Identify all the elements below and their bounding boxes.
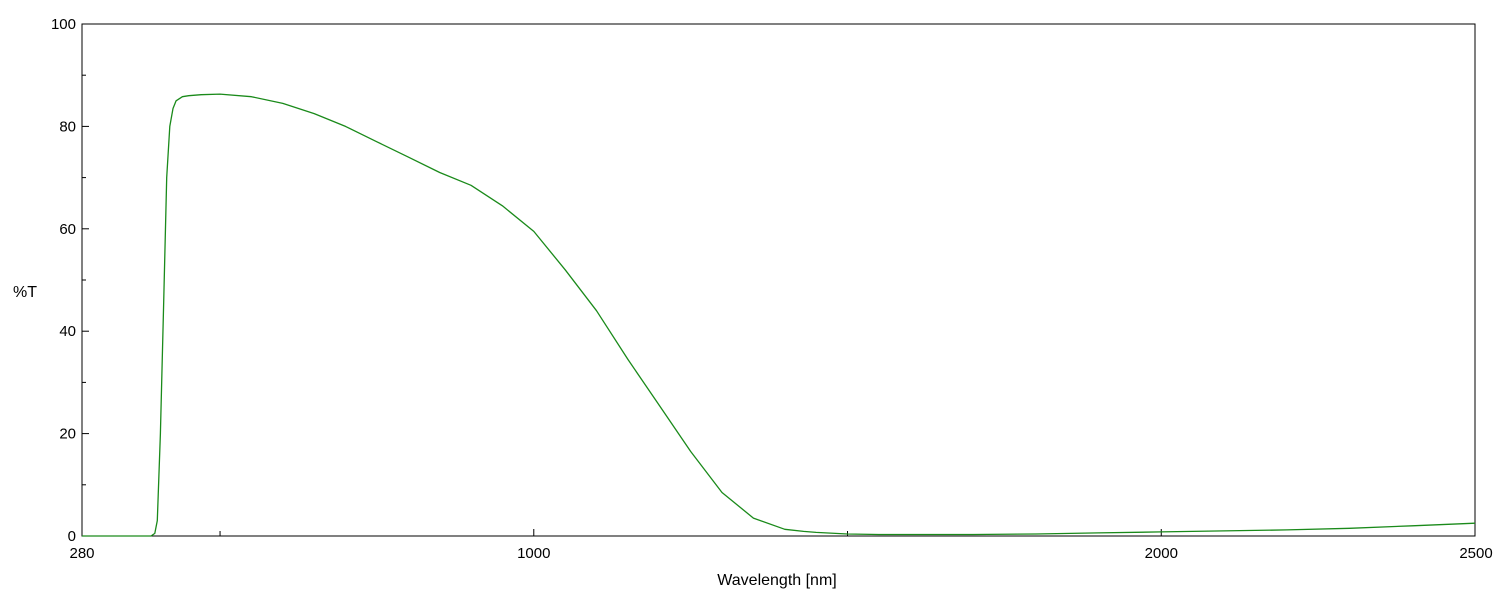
data-point [721,492,722,493]
data-point [188,95,189,96]
data-point [172,108,173,109]
data-point [565,269,566,270]
data-point [182,96,183,97]
data-point [847,533,848,534]
data-point [659,405,660,406]
data-point [376,141,377,142]
y-tick-label: 40 [59,323,76,340]
data-point [502,205,503,206]
data-point [176,100,177,101]
data-point [1098,532,1099,533]
data-point [150,535,151,536]
data-point [345,126,346,127]
x-tick-label: 1000 [517,545,550,562]
data-point [439,172,440,173]
plot-area: 0 20 40 60 80 100 280 1000 2000 2500 [51,16,1493,562]
data-point [408,157,409,158]
data-point [1474,523,1475,524]
data-point [251,96,252,97]
x-axis-label: Wavelength [nm] [717,572,836,589]
data-point [784,529,785,530]
data-point [282,103,283,104]
data-point [163,305,164,306]
x-tick-label: 2000 [1145,545,1178,562]
data-point [533,231,534,232]
data-point [596,310,597,311]
data-point [1035,533,1036,534]
data-point [1349,528,1350,529]
y-tick-label: 100 [51,16,76,33]
data-point [201,94,202,95]
data-point [627,359,628,360]
data-point [1286,529,1287,530]
data-point [690,451,691,452]
data-point [803,531,804,532]
data-point [1223,530,1224,531]
data-point [154,533,155,534]
x-tick-label: 280 [69,545,94,562]
data-point [1412,525,1413,526]
y-tick-label: 0 [68,528,76,545]
data-point [157,520,158,521]
data-point [160,433,161,434]
data-point [81,535,82,536]
y-tick-label: 80 [59,118,76,135]
data-point [878,534,879,535]
y-tick-label: 20 [59,426,76,443]
data-point [470,185,471,186]
y-tick-label: 60 [59,221,76,238]
x-tick-label: 2500 [1459,545,1492,562]
data-point [169,126,170,127]
y-axis-label: %T [13,284,37,301]
data-point [314,113,315,114]
data-point [816,532,817,533]
data-point [166,177,167,178]
data-point [219,94,220,95]
data-point [910,534,911,535]
data-point [972,534,973,535]
transmission-series-line [82,93,1476,537]
data-point [753,517,754,518]
data-point [113,535,114,536]
data-point [1161,531,1162,532]
